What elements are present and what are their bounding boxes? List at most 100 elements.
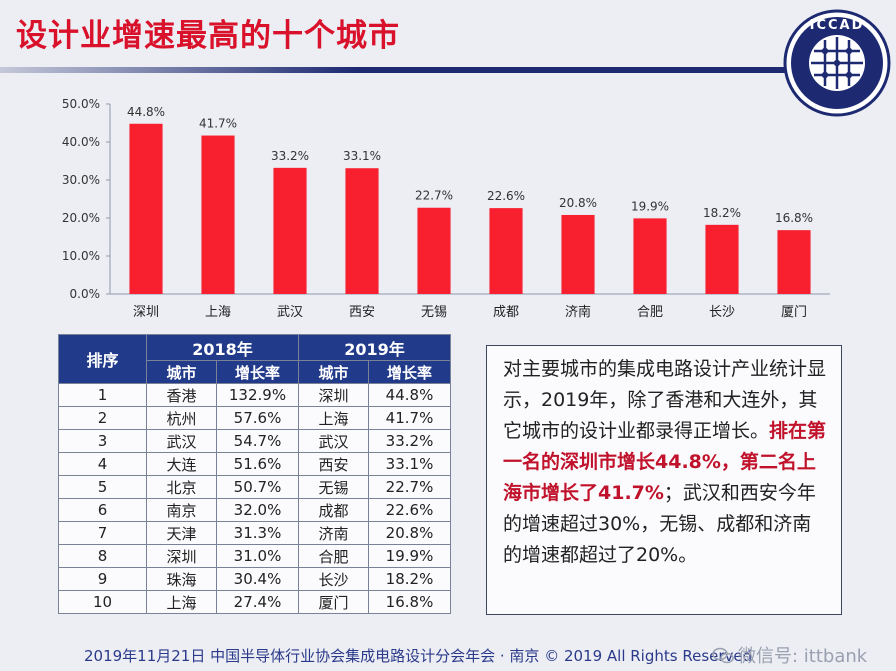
table-row: 1 香港 132.9% 深圳 44.8% — [58, 383, 451, 407]
city-2019-cell: 上海 — [298, 406, 369, 430]
rank-cell: 6 — [58, 498, 147, 522]
bar-西安 — [345, 168, 379, 294]
x-tick-label: 西安 — [349, 305, 375, 320]
summary-text-part2: ；武汉和西安今年的增速超过30%，无锡、成都和济南的增速都超过了20%。 — [503, 482, 816, 566]
table-row: 9 珠海 30.4% 长沙 18.2% — [58, 567, 451, 591]
x-tick-label: 合肥 — [637, 305, 663, 320]
rate-2019-cell: 33.2% — [368, 429, 451, 453]
bar-上海 — [201, 135, 235, 294]
bar-无锡 — [417, 207, 451, 294]
summary-text-part1: 对主要城市的集成电路设计产业统计显示，2019年，除了香港和大连外，其它城市的设… — [503, 358, 827, 442]
rate-2019-cell: 33.1% — [368, 452, 451, 476]
bar-厦门 — [777, 230, 811, 294]
city-2018-cell: 南京 — [146, 498, 217, 522]
table-row: 7 天津 31.3% 济南 20.8% — [58, 521, 451, 545]
table-row: 6 南京 32.0% 成都 22.6% — [58, 498, 451, 522]
table-row: 5 北京 50.7% 无锡 22.7% — [58, 475, 451, 499]
bar-合肥 — [633, 218, 667, 294]
rank-cell: 2 — [58, 406, 147, 430]
iccad-logo: ICCAD — [783, 9, 891, 117]
rate-2019-cell: 19.9% — [368, 544, 451, 568]
x-tick-label: 上海 — [205, 305, 231, 320]
rate-2018-cell: 57.6% — [216, 406, 299, 430]
city-2018-cell: 大连 — [146, 452, 217, 476]
growth-bar-chart: 0.0% 10.0% 20.0% 30.0% 40.0% 50.0% 44.8% 深圳 41.7… — [62, 97, 830, 320]
ranking-table: 排序 2018年 2019年 城市 增长率 城市 增长率 1 香港 132.9% 深圳… — [58, 334, 451, 614]
rate-2019-cell: 20.8% — [368, 521, 451, 545]
city-2019-cell: 济南 — [298, 521, 369, 545]
data-label: 16.8% — [775, 211, 813, 225]
rate-2018-cell: 31.3% — [216, 521, 299, 545]
y-tick-label: 40.0% — [62, 135, 100, 149]
data-label: 41.7% — [199, 117, 237, 131]
x-tick-label: 深圳 — [133, 305, 159, 320]
city-2019-cell: 西安 — [298, 452, 369, 476]
x-tick-label: 成都 — [493, 305, 519, 320]
y-tick-label: 30.0% — [62, 173, 100, 187]
data-label: 44.8% — [127, 105, 165, 119]
bar-深圳 — [129, 123, 163, 294]
x-tick-label: 长沙 — [709, 305, 735, 320]
rate-2019-cell: 41.7% — [368, 406, 451, 430]
city-2019-cell: 成都 — [298, 498, 369, 522]
city-2018-cell: 深圳 — [146, 544, 217, 568]
title-divider — [0, 67, 790, 73]
rank-cell: 1 — [58, 383, 147, 407]
rank-cell: 7 — [58, 521, 147, 545]
rank-cell: 9 — [58, 567, 147, 591]
rate-2018-cell: 31.0% — [216, 544, 299, 568]
rate-header-2018: 增长率 — [216, 360, 299, 384]
y-tick-label: 0.0% — [70, 287, 101, 301]
rate-2019-cell: 44.8% — [368, 383, 451, 407]
city-2019-cell: 合肥 — [298, 544, 369, 568]
y-tick-label: 10.0% — [62, 249, 100, 263]
y-tick-label: 20.0% — [62, 211, 100, 225]
data-label: 22.7% — [415, 189, 453, 203]
city-2018-cell: 武汉 — [146, 429, 217, 453]
y-tick-label: 50.0% — [62, 97, 100, 111]
city-2019-cell: 长沙 — [298, 567, 369, 591]
bar-济南 — [561, 214, 595, 294]
year-2018-header: 2018年 — [146, 334, 299, 361]
data-label: 33.1% — [343, 149, 381, 163]
rank-cell: 10 — [58, 590, 147, 614]
wechat-watermark: 微信号: ittbank — [712, 642, 867, 668]
x-tick-label: 武汉 — [277, 305, 303, 320]
rate-2018-cell: 132.9% — [216, 383, 299, 407]
rank-cell: 5 — [58, 475, 147, 499]
rate-2019-cell: 16.8% — [368, 590, 451, 614]
x-tick-label: 无锡 — [421, 305, 447, 320]
footer-text: 2019年11月21日 中国半导体行业协会集成电路设计分会年会 · 南京 © 2… — [84, 647, 753, 665]
city-2018-cell: 香港 — [146, 383, 217, 407]
rate-2018-cell: 51.6% — [216, 452, 299, 476]
city-2018-cell: 上海 — [146, 590, 217, 614]
table-row: 10 上海 27.4% 厦门 16.8% — [58, 590, 451, 614]
city-2018-cell: 珠海 — [146, 567, 217, 591]
bar-武汉 — [273, 167, 307, 294]
rank-cell: 8 — [58, 544, 147, 568]
table-row: 4 大连 51.6% 西安 33.1% — [58, 452, 451, 476]
rate-2019-cell: 22.6% — [368, 498, 451, 522]
bar-成都 — [489, 208, 523, 294]
city-2019-cell: 武汉 — [298, 429, 369, 453]
rank-cell: 4 — [58, 452, 147, 476]
city-2018-cell: 天津 — [146, 521, 217, 545]
table-row: 8 深圳 31.0% 合肥 19.9% — [58, 544, 451, 568]
rate-2019-cell: 18.2% — [368, 567, 451, 591]
city-header-2019: 城市 — [298, 360, 369, 384]
rate-2018-cell: 27.4% — [216, 590, 299, 614]
rank-header: 排序 — [58, 334, 147, 384]
city-2018-cell: 杭州 — [146, 406, 217, 430]
data-label: 33.2% — [271, 149, 309, 163]
city-2019-cell: 厦门 — [298, 590, 369, 614]
data-label: 20.8% — [559, 196, 597, 210]
slide-title: 设计业增速最高的十个城市 — [16, 18, 400, 54]
city-2019-cell: 深圳 — [298, 383, 369, 407]
data-label: 18.2% — [703, 206, 741, 220]
rate-2018-cell: 50.7% — [216, 475, 299, 499]
summary-textbox: 对主要城市的集成电路设计产业统计显示，2019年，除了香港和大连外，其它城市的设… — [486, 345, 842, 615]
bar-长沙 — [705, 224, 739, 294]
ranking-table-body: 1 香港 132.9% 深圳 44.8% 2 杭州 57.6% 上海 41.7% 3 武汉 54.7% 武… — [58, 383, 451, 614]
rate-2018-cell: 54.7% — [216, 429, 299, 453]
